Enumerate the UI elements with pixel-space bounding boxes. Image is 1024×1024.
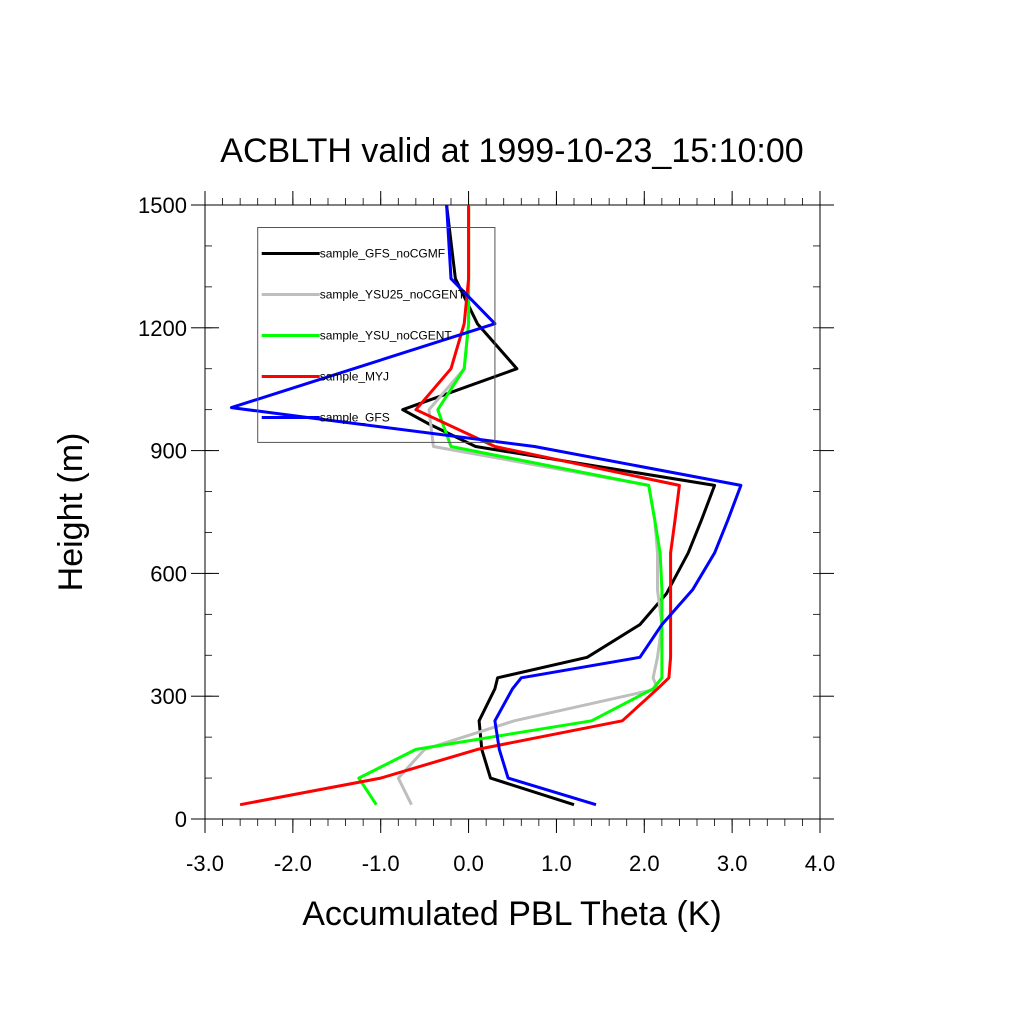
series-line-4 xyxy=(229,204,743,807)
x-tick-label: -3.0 xyxy=(186,851,224,876)
y-tick-label: 300 xyxy=(150,684,187,709)
x-tick-label: -1.0 xyxy=(362,851,400,876)
y-tick-label: 600 xyxy=(150,561,187,586)
legend: sample_GFS_noCGMF sample_YSU25_noCGENTsam… xyxy=(257,227,496,443)
x-tick-label: 4.0 xyxy=(805,851,836,876)
y-tick-label: 1500 xyxy=(138,193,187,218)
legend-label-3: sample_MYJ xyxy=(320,370,389,384)
plot-frame xyxy=(204,204,821,820)
series-line-0 xyxy=(401,204,717,807)
y-tick-label: 0 xyxy=(175,807,187,832)
legend-box xyxy=(257,227,496,443)
axis-ticks: -3.0 -2.0 -1.0 0.0 1.0 2.0 3.0 4.0 0 300 600 900 120… xyxy=(138,191,835,876)
plot-area xyxy=(204,204,821,820)
series-line-2 xyxy=(357,205,664,806)
legend-label-2: sample_YSU_noCGENT xyxy=(320,329,453,343)
legend-label-0: sample_GFS_noCGMF xyxy=(320,247,445,261)
x-tick-label: 0.0 xyxy=(453,851,484,876)
series-lines xyxy=(229,204,743,807)
x-tick-label: -2.0 xyxy=(274,851,312,876)
x-axis-title: Accumulated PBL Theta (K) xyxy=(302,895,722,933)
legend-label-1: sample_YSU25_noCGENT xyxy=(320,288,466,302)
legend-label-4: sample_GFS xyxy=(320,411,390,425)
y-tick-label: 1200 xyxy=(138,316,187,341)
chart-title: ACBLTH valid at 1999-10-23_15:10:00 xyxy=(220,132,803,170)
x-tick-label: 1.0 xyxy=(541,851,572,876)
x-tick-label: 2.0 xyxy=(629,851,660,876)
x-tick-label: 3.0 xyxy=(717,851,748,876)
y-tick-label: 900 xyxy=(150,439,187,464)
y-axis-title: Height (m) xyxy=(52,433,90,592)
series-line-3 xyxy=(239,205,681,807)
